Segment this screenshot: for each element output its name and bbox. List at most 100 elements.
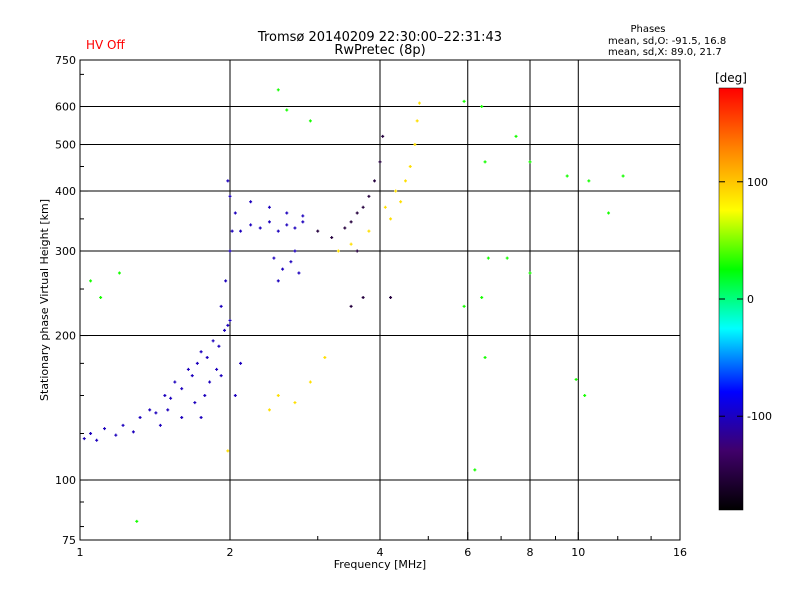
chart-subtitle: RwPretec (8p) <box>334 43 425 58</box>
data-point <box>293 401 297 405</box>
data-point <box>186 367 190 371</box>
data-point <box>135 519 139 523</box>
data-point <box>486 256 490 260</box>
x-tick-label: 6 <box>464 546 471 559</box>
y-tick-label: 500 <box>55 139 76 152</box>
data-point <box>226 449 230 453</box>
data-point <box>285 211 289 215</box>
y-tick-label: 200 <box>55 330 76 343</box>
data-point <box>166 408 170 412</box>
data-point <box>190 374 194 378</box>
data-point <box>180 415 184 419</box>
data-point <box>169 396 173 400</box>
data-point <box>394 189 398 193</box>
x-tick-label: 10 <box>571 546 585 559</box>
data-point <box>158 423 162 427</box>
data-point <box>230 229 234 233</box>
data-point <box>154 411 158 415</box>
data-point <box>95 438 99 442</box>
data-point <box>323 355 327 359</box>
data-point <box>378 160 382 164</box>
data-point <box>217 344 221 348</box>
data-point <box>343 226 347 230</box>
x-tick-label: 16 <box>673 546 687 559</box>
data-point <box>389 217 393 221</box>
y-axis-label: Stationary phase Virtual Height [km] <box>38 199 51 401</box>
data-point <box>199 350 203 354</box>
data-point <box>473 468 477 472</box>
x-tick-label: 8 <box>527 546 534 559</box>
data-point <box>415 119 419 123</box>
data-point <box>361 296 365 300</box>
y-tick-label: 100 <box>55 474 76 487</box>
data-point <box>276 229 280 233</box>
data-point <box>355 249 359 253</box>
data-point <box>223 328 227 332</box>
data-point <box>403 179 407 183</box>
chart-title: Tromsø 20140209 22:30:00–22:31:43 <box>257 30 502 45</box>
data-point <box>483 355 487 359</box>
data-point <box>349 220 353 224</box>
data-point <box>308 119 312 123</box>
data-point <box>267 408 271 412</box>
data-point <box>272 256 276 260</box>
data-point <box>514 134 518 138</box>
data-point <box>226 179 230 183</box>
data-point <box>249 200 253 204</box>
data-point <box>267 220 271 224</box>
data-point <box>163 394 167 398</box>
data-point <box>138 415 142 419</box>
data-point <box>417 101 421 105</box>
colorbar-label: [deg] <box>715 71 747 85</box>
data-point <box>276 394 280 398</box>
phases-o-stats: mean, sd,O: -91.5, 16.8 <box>608 36 726 47</box>
colorbar-tick-label: 100 <box>747 176 768 189</box>
data-point <box>228 318 232 322</box>
data-point <box>480 296 484 300</box>
data-point <box>203 394 207 398</box>
data-point <box>233 394 237 398</box>
data-point <box>233 211 237 215</box>
data-point <box>195 361 199 365</box>
data-point <box>289 260 293 264</box>
data-point <box>180 387 184 391</box>
data-point <box>226 323 230 327</box>
data-point <box>462 304 466 308</box>
data-point <box>330 236 334 240</box>
data-point <box>301 220 305 224</box>
data-point <box>399 200 403 204</box>
data-point <box>82 437 86 441</box>
data-point <box>587 179 591 183</box>
data-point <box>89 279 93 283</box>
data-point <box>316 229 320 233</box>
colorbar-tick-label: -100 <box>747 410 772 423</box>
data-point <box>336 249 340 253</box>
x-tick-label: 1 <box>77 546 84 559</box>
data-point <box>349 242 353 246</box>
axis-ticks: 1 2 4 6 8 10 16 75 100 200 300 400 500 600 750 <box>55 54 687 559</box>
data-point <box>361 205 365 209</box>
data-point <box>208 380 212 384</box>
data-point <box>219 304 223 308</box>
data-point <box>355 211 359 215</box>
data-point <box>308 380 312 384</box>
y-tick-label: 300 <box>55 245 76 258</box>
y-tick-label: 600 <box>55 101 76 114</box>
data-point <box>367 194 371 198</box>
data-point <box>480 105 484 109</box>
data-point <box>205 355 209 359</box>
data-point <box>103 427 107 431</box>
data-points <box>82 88 625 523</box>
data-point <box>117 271 121 275</box>
data-point <box>131 430 135 434</box>
data-point <box>281 267 285 271</box>
colorbar-ticks: -100 0 100 <box>719 176 772 423</box>
data-point <box>249 223 253 227</box>
data-point <box>349 304 353 308</box>
data-point <box>267 205 271 209</box>
data-point <box>583 394 587 398</box>
data-point <box>285 223 289 227</box>
x-axis-label: Frequency [MHz] <box>334 558 426 571</box>
